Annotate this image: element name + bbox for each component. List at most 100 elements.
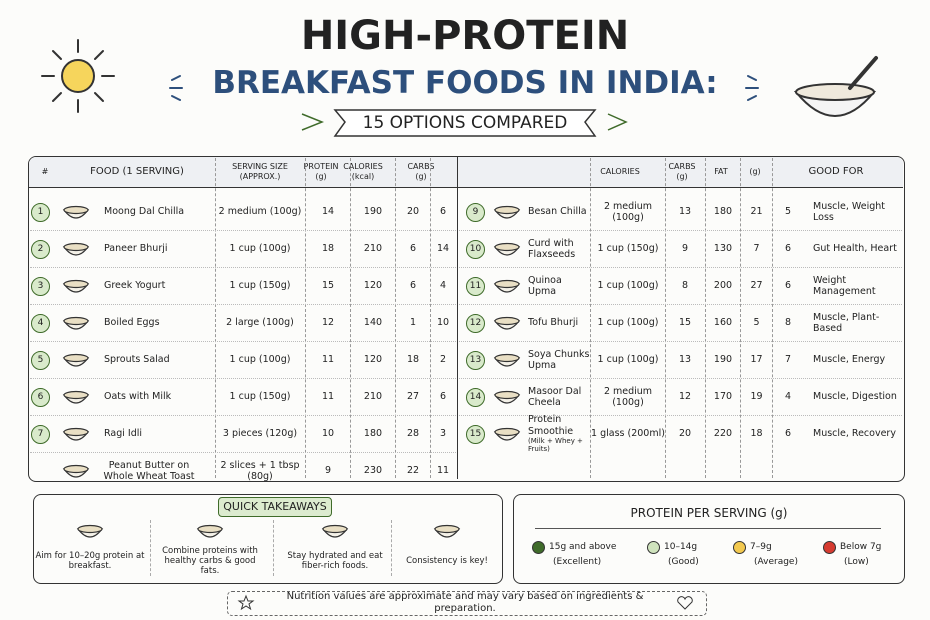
serving-size: 2 medium (100g)	[603, 385, 653, 408]
food-label: Quinoa Upma	[528, 274, 562, 297]
row-divider	[459, 415, 902, 416]
title: HIGH-PROTEIN	[300, 13, 630, 59]
serving-size: 1 cup (150g)	[229, 280, 291, 292]
takeaway-text: Combine proteins with healthy carbs & go…	[162, 545, 258, 577]
food-label: Ragi Idli	[104, 428, 143, 440]
serving-size: 1 cup (150g)	[597, 243, 659, 255]
serving-size: 1 cup (100g)	[597, 317, 659, 329]
nutrient-value: 13	[678, 354, 692, 366]
food-icon	[62, 350, 90, 370]
column-divider	[350, 158, 351, 478]
nutrient-value: 18	[321, 243, 335, 255]
row-divider	[459, 230, 902, 231]
food-name: Oats with Milk	[104, 379, 214, 415]
food-label: Moong Dal Chilla	[104, 206, 185, 218]
nutrient-value: 2	[439, 354, 447, 366]
serving-size: 1 cup (150g)	[229, 391, 291, 403]
food-icon	[493, 202, 521, 222]
takeaway-divider	[150, 520, 151, 576]
food-name: Tofu Bhurji	[528, 305, 590, 341]
nutrient-value: 9	[324, 465, 332, 477]
legend-range: 10–14g	[664, 541, 698, 552]
good-for: Muscle, Recovery	[813, 428, 896, 440]
nutrient-value: 14	[321, 206, 335, 218]
nutrient-value: 140	[363, 317, 383, 329]
nutrient-value: 170	[713, 391, 733, 403]
column-divider	[590, 158, 591, 478]
food-icon	[62, 202, 90, 222]
food-label: Besan Chilla	[528, 206, 587, 218]
column-header: FOOD (1 SERVING)	[90, 166, 184, 177]
nutrient-value: 3	[439, 428, 447, 440]
column-header: SERVING SIZE (APPROX.)	[232, 162, 288, 181]
takeaway-divider	[391, 520, 392, 576]
row-number: 9	[466, 203, 485, 222]
takeaway-divider	[272, 520, 274, 576]
food-name: Paneer Bhurji	[104, 231, 214, 267]
nutrient-value: 10	[321, 428, 335, 440]
nutrient-value: 21	[750, 206, 763, 218]
serving-size: 2 medium (100g)	[218, 206, 302, 218]
food-icon	[62, 461, 90, 481]
serving-size: 1 cup (100g)	[229, 243, 291, 255]
food-icon	[493, 239, 521, 259]
nutrient-value: 17	[750, 354, 763, 366]
nutrient-value: 7	[784, 354, 792, 366]
food-name: Moong Dal Chilla	[104, 194, 214, 230]
nutrient-value: 210	[363, 243, 383, 255]
row-number: 3	[31, 277, 50, 296]
footer-icons	[237, 594, 693, 611]
food-icon	[196, 521, 224, 541]
nutrient-value: 27	[406, 391, 420, 403]
column-divider	[705, 158, 706, 478]
nutrient-value: 28	[406, 428, 420, 440]
serving-size: 2 large (100g)	[226, 317, 294, 329]
nutrient-value: 6	[409, 243, 417, 255]
nutrient-value: 4	[784, 391, 792, 403]
good-for: Muscle, Weight Loss	[813, 200, 886, 223]
food-name: Sprouts Salad	[104, 342, 214, 378]
food-icon	[493, 276, 521, 296]
good-for: Muscle, Plant-Based	[813, 311, 880, 334]
column-divider	[215, 158, 216, 478]
food-label: Soya Chunks Upma	[528, 348, 590, 371]
nutrient-value: 27	[750, 280, 763, 292]
food-icon	[433, 521, 461, 541]
column-header: FAT	[714, 167, 728, 177]
food-icon	[493, 350, 521, 370]
row-divider	[459, 341, 902, 342]
takeaway-text: Consistency is key!	[406, 555, 488, 566]
row-divider	[30, 267, 456, 268]
nutrient-value: 190	[363, 206, 383, 218]
legend-swatch	[823, 541, 836, 554]
column-header: CARBS (g)	[668, 162, 696, 181]
nutrient-value: 6	[409, 280, 417, 292]
food-name: Peanut Butter on Whole Wheat Toast	[94, 453, 204, 489]
nutrient-value: 9	[681, 243, 689, 255]
food-label: Greek Yogurt	[104, 280, 166, 292]
table-split	[457, 157, 458, 479]
nutrient-value: 230	[363, 465, 383, 477]
row-divider	[30, 378, 456, 379]
row-number: 14	[466, 388, 485, 407]
column-header: PROTEIN (g)	[303, 162, 339, 181]
nutrient-value: 220	[713, 428, 733, 440]
nutrient-value: 13	[678, 206, 692, 218]
takeaways-title: QUICK TAKEAWAYS	[218, 497, 332, 517]
column-divider	[430, 158, 431, 478]
legend-label: (Low)	[844, 556, 869, 567]
nutrient-value: 19	[750, 391, 763, 403]
nutrient-value: 18	[406, 354, 420, 366]
nutrient-value: 6	[439, 391, 447, 403]
nutrient-value: 6	[784, 280, 792, 292]
food-name: Masoor Dal Cheela	[528, 379, 590, 415]
takeaway-text: Stay hydrated and eat fiber-rich foods.	[287, 550, 383, 571]
nutrient-value: 15	[678, 317, 692, 329]
good-for: Gut Health, Heart	[813, 243, 897, 255]
header-row	[29, 157, 903, 188]
legend-range: 7–9g	[750, 541, 772, 552]
row-divider	[30, 230, 456, 231]
food-label: Sprouts Salad	[104, 354, 170, 366]
